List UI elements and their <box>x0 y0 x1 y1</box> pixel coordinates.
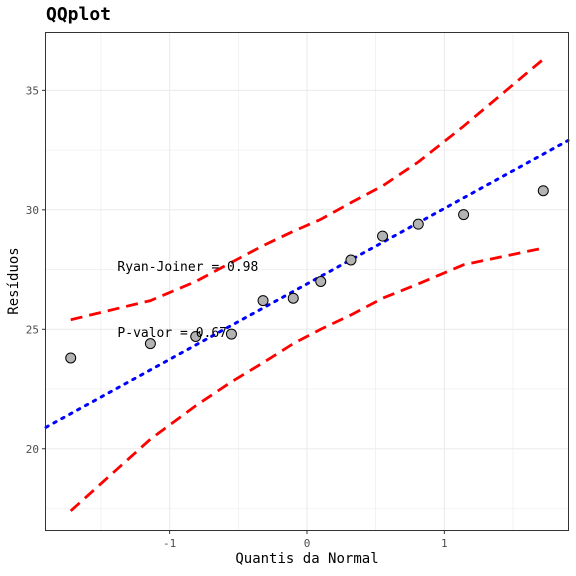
grid-layer <box>46 33 568 530</box>
annotation-label: P-valor = 0.67 <box>117 326 227 341</box>
y-tick-label: 30 <box>26 204 39 217</box>
annotation-label: Ryan-Joiner = 0.98 <box>117 260 258 275</box>
chart-title: QQplot <box>46 4 111 25</box>
x-tick-label: 1 <box>441 537 448 550</box>
reference-line-layer <box>44 139 570 429</box>
data-point <box>377 230 389 242</box>
y-axis-title: Resíduos <box>6 247 22 314</box>
data-point <box>225 328 237 340</box>
bands-layer <box>69 58 545 512</box>
data-point <box>537 185 549 197</box>
annotations-layer: Ryan-Joiner = 0.98 P-valor = 0.67 <box>117 260 258 341</box>
data-point <box>315 276 327 287</box>
x-tick-label: 0 <box>304 537 311 550</box>
confidence-band-lower <box>69 246 544 512</box>
x-axis-title: Quantis da Normal <box>235 551 378 567</box>
y-tick-label: 25 <box>26 323 39 336</box>
data-point <box>257 295 269 307</box>
data-point <box>144 338 156 350</box>
points-layer <box>65 185 549 364</box>
y-axis: 20 25 30 35 <box>26 84 46 456</box>
y-tick-label: 20 <box>26 443 39 456</box>
data-point <box>190 330 202 342</box>
x-tick-label: -1 <box>163 537 176 550</box>
confidence-band-upper <box>70 58 545 322</box>
reference-line <box>44 139 570 429</box>
data-point <box>287 292 299 304</box>
y-tick-label: 35 <box>26 84 39 97</box>
data-point <box>345 254 357 266</box>
data-point <box>458 209 470 221</box>
data-point <box>412 218 424 230</box>
x-axis: -1 0 1 <box>163 530 448 550</box>
data-point <box>65 352 77 364</box>
